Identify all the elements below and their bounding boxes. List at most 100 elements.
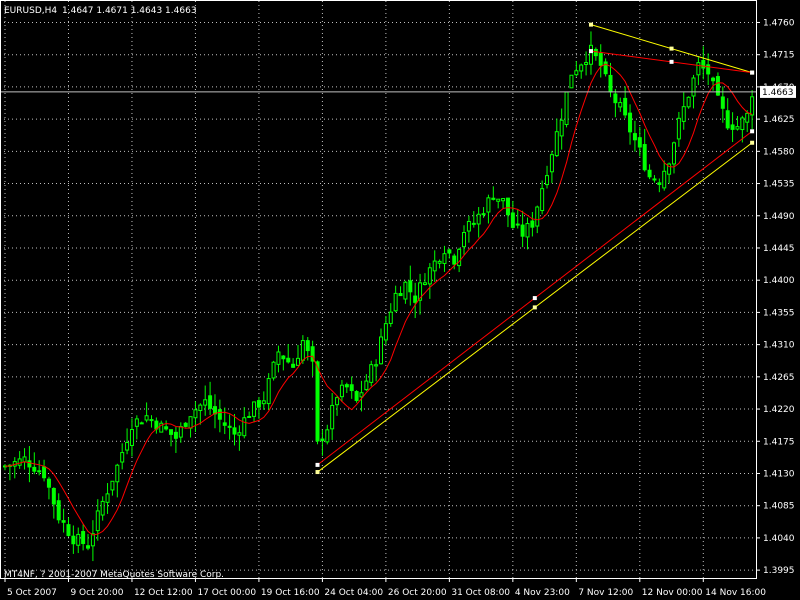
candle-body bbox=[647, 169, 652, 178]
chart-frame bbox=[0, 0, 757, 579]
candle-body bbox=[662, 170, 667, 189]
candle-body bbox=[422, 282, 427, 285]
trendline-anchor[interactable] bbox=[588, 22, 593, 27]
time-tick-label: 17 Oct 00:00 bbox=[197, 588, 256, 598]
candle-body bbox=[686, 96, 691, 108]
candle-body bbox=[330, 404, 335, 430]
candle-body bbox=[139, 422, 144, 425]
copyright-label: MT4NF, ? 2001-2007 MetaQuotes Software C… bbox=[4, 570, 224, 580]
candle-body bbox=[515, 223, 520, 226]
candle-body bbox=[71, 535, 76, 545]
candle-body bbox=[706, 64, 711, 75]
price-tick-label: 1.4355 bbox=[763, 308, 795, 318]
price-tick-label: 1.4220 bbox=[763, 405, 795, 415]
candle-body bbox=[252, 401, 257, 417]
trendline-anchor[interactable] bbox=[315, 470, 320, 475]
candle-body bbox=[559, 119, 564, 137]
candle-body bbox=[369, 364, 374, 383]
candle-body bbox=[90, 533, 95, 547]
candle-body bbox=[159, 422, 164, 433]
time-tick-label: 5 Oct 2007 bbox=[7, 588, 57, 598]
trendline-anchor[interactable] bbox=[750, 140, 755, 145]
candle-body bbox=[173, 431, 178, 439]
price-tick-label: 1.4175 bbox=[763, 437, 795, 447]
candle-body bbox=[545, 175, 550, 186]
trendline-midpoint[interactable] bbox=[669, 59, 674, 64]
trendline-midpoint[interactable] bbox=[532, 305, 537, 310]
candle-body bbox=[344, 384, 349, 388]
candle-body bbox=[525, 223, 530, 238]
current-price-tag: 1.4663 bbox=[760, 85, 796, 98]
candle-body bbox=[300, 340, 305, 361]
candle-body bbox=[476, 213, 481, 225]
candle-body bbox=[271, 361, 276, 379]
candle-body bbox=[740, 117, 745, 131]
candle-body bbox=[501, 198, 506, 202]
candle-body bbox=[711, 77, 716, 82]
candle-body bbox=[720, 96, 725, 109]
candle-body bbox=[413, 295, 418, 303]
candle-body bbox=[325, 429, 330, 443]
candle-body bbox=[437, 260, 442, 264]
trendline-anchor[interactable] bbox=[750, 70, 755, 75]
candle-body bbox=[115, 464, 120, 483]
candle-body bbox=[37, 470, 42, 473]
candle-body bbox=[667, 163, 672, 175]
price-tick-label: 1.4580 bbox=[763, 147, 795, 157]
candle-body bbox=[520, 224, 525, 237]
candle-body bbox=[237, 432, 242, 436]
candle-body bbox=[637, 137, 642, 148]
trendlines[interactable] bbox=[315, 22, 755, 475]
candle-body bbox=[354, 391, 359, 401]
candle-body bbox=[510, 212, 515, 228]
candle-body bbox=[193, 409, 198, 419]
current-price-label: 1.4663 bbox=[762, 88, 794, 98]
candle-body bbox=[618, 102, 623, 108]
candle-body bbox=[27, 460, 32, 468]
candle-body bbox=[46, 478, 51, 488]
candle-body bbox=[364, 380, 369, 391]
candle-body bbox=[432, 260, 437, 272]
price-tick-label: 1.4625 bbox=[763, 115, 795, 125]
candle-body bbox=[86, 545, 91, 549]
candle-body bbox=[725, 110, 730, 129]
candle-body bbox=[535, 206, 540, 227]
trendline-anchor[interactable] bbox=[588, 49, 593, 54]
time-axis: 5 Oct 2007 9 Oct 20:00 12 Oct 12:00 17 Oct … bbox=[4, 578, 766, 598]
candle-body bbox=[730, 124, 735, 130]
candle-body bbox=[17, 458, 22, 466]
candle-body bbox=[222, 422, 227, 426]
candle-body bbox=[628, 112, 633, 133]
trendline-midpoint[interactable] bbox=[532, 296, 537, 301]
candle-body bbox=[217, 409, 222, 420]
price-tick-label: 1.4400 bbox=[763, 276, 795, 286]
candle-body bbox=[671, 142, 676, 165]
candle-body bbox=[276, 351, 281, 365]
candle-body bbox=[540, 188, 545, 212]
candle-body bbox=[418, 282, 423, 301]
time-tick-label: 7 Nov 12:00 bbox=[578, 588, 633, 598]
candle-body bbox=[608, 74, 613, 93]
candle-body bbox=[291, 363, 296, 368]
candle-body bbox=[183, 422, 188, 427]
trendline-midpoint[interactable] bbox=[669, 46, 674, 51]
candle-body bbox=[496, 198, 501, 202]
candle-body bbox=[76, 533, 81, 546]
candle-body bbox=[603, 61, 608, 75]
candle-body bbox=[305, 340, 310, 352]
candle-body bbox=[66, 524, 71, 536]
time-tick-label: 26 Oct 20:00 bbox=[388, 588, 447, 598]
trendline-anchor[interactable] bbox=[750, 129, 755, 134]
time-tick-label: 12 Oct 12:00 bbox=[134, 588, 193, 598]
candle-body bbox=[42, 466, 47, 479]
candle-body bbox=[110, 480, 115, 491]
trendline-anchor[interactable] bbox=[315, 462, 320, 467]
candle-body bbox=[178, 426, 183, 438]
price-tick-label: 1.4760 bbox=[763, 18, 795, 28]
candle-body bbox=[105, 493, 110, 503]
candle-body bbox=[579, 64, 584, 72]
candle-body bbox=[442, 253, 447, 264]
time-tick-label: 12 Nov 00:00 bbox=[642, 588, 703, 598]
